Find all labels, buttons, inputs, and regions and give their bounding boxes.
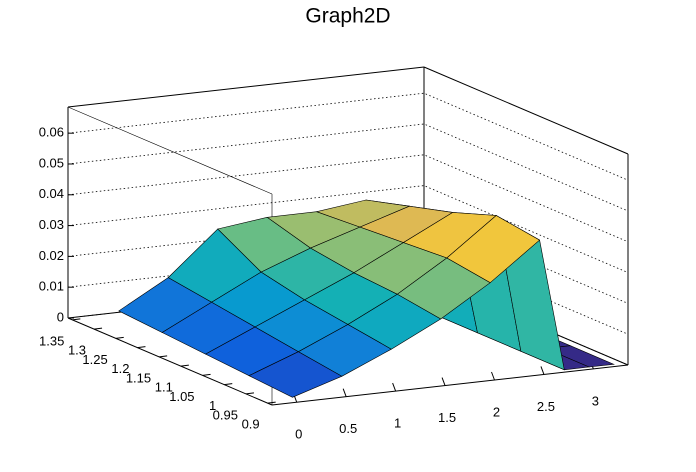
y-tick xyxy=(202,373,211,376)
box-edge xyxy=(67,66,425,108)
y-tick xyxy=(267,401,276,404)
y-tick xyxy=(137,346,146,349)
x-tick-label: 0 xyxy=(295,427,302,442)
y-tick-label: 1.35 xyxy=(39,333,64,348)
x-tick-label: 0.5 xyxy=(339,421,357,436)
z-tick-label: 0.05 xyxy=(39,155,64,170)
y-tick xyxy=(180,364,189,367)
y-tick xyxy=(159,355,168,358)
y-tick-label: 1.25 xyxy=(82,352,107,367)
surface-cell xyxy=(248,351,343,398)
y-tick-label: 1.05 xyxy=(169,389,194,404)
z-tick-label: 0.04 xyxy=(39,186,64,201)
y-tick xyxy=(224,383,233,386)
y-tick xyxy=(245,392,255,395)
box-edge xyxy=(271,364,629,406)
box-edge xyxy=(67,106,273,195)
z-tick-label: 0.01 xyxy=(39,279,64,294)
z-tick-label: 0.03 xyxy=(39,217,64,232)
x-tick xyxy=(392,382,397,392)
y-tick-label: 1.15 xyxy=(126,370,151,385)
y-tick xyxy=(93,327,103,330)
x-tick-label: 2.5 xyxy=(537,399,555,414)
x-tick-label: 3 xyxy=(592,393,599,408)
box-edge xyxy=(423,66,629,155)
z-tick-label: 0 xyxy=(57,309,64,324)
y-tick-label: 0.9 xyxy=(242,417,260,432)
x-tick-label: 2 xyxy=(493,404,500,419)
y-tick-label: 1.3 xyxy=(68,343,86,358)
x-tick xyxy=(441,377,446,386)
chart-title: Graph2D xyxy=(305,5,390,28)
y-tick-label: 1.1 xyxy=(155,380,173,395)
y-tick-label: 0.95 xyxy=(213,407,238,422)
y-tick-label: 1.2 xyxy=(111,361,129,376)
x-tick xyxy=(540,366,545,375)
z-tick-label: 0.02 xyxy=(39,248,64,263)
x-tick xyxy=(491,371,495,381)
box-edge xyxy=(67,317,273,406)
y-tick xyxy=(72,318,81,321)
x-tick-label: 1 xyxy=(394,416,401,431)
x-tick-label: 1.5 xyxy=(438,410,456,425)
y-tick-label: 1 xyxy=(209,398,216,413)
y-tick xyxy=(115,336,124,339)
z-tick-label: 0.06 xyxy=(39,125,64,140)
x-tick xyxy=(342,388,347,397)
